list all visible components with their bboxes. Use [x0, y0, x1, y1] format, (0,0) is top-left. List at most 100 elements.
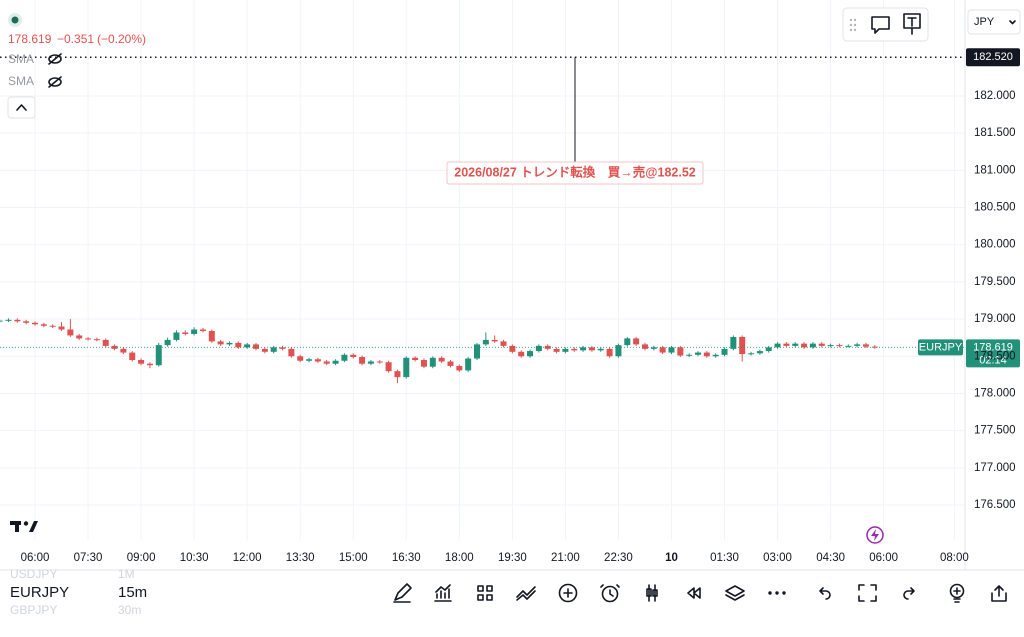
hide-icon[interactable]: [48, 76, 62, 88]
layers-icon[interactable]: [725, 585, 745, 601]
interval[interactable]: 30m: [118, 603, 141, 617]
currency: JPY: [974, 16, 995, 28]
candle-body: [491, 339, 498, 342]
candle-body: [23, 321, 30, 323]
candle-body: [58, 326, 65, 330]
candle-body: [217, 341, 224, 345]
x-tick-label: 03:00: [763, 552, 792, 564]
candle-body: [0, 320, 3, 322]
x-tick-label: 08:00: [940, 552, 969, 564]
candles: [0, 318, 878, 384]
candle-body: [40, 324, 47, 326]
currency-select[interactable]: [967, 9, 1021, 35]
candle-body: [606, 348, 613, 357]
candle-body: [641, 344, 648, 349]
indicator[interactable]: SMA: [8, 74, 34, 88]
indicator[interactable]: SMA: [8, 52, 34, 66]
candle-body: [261, 348, 268, 352]
layout-icon[interactable]: [477, 585, 493, 601]
y-tick-label: 181.500: [974, 127, 1016, 139]
candle-body: [385, 362, 392, 372]
candle-body: [164, 339, 171, 346]
x-tick-label: 10: [665, 552, 678, 564]
x-tick-label: 10:30: [180, 552, 209, 564]
symbol[interactable]: USDJPY: [10, 567, 57, 581]
quote: 178.619: [8, 32, 52, 46]
candle-body: [765, 347, 772, 352]
undo-icon[interactable]: [819, 587, 831, 600]
draw-icon[interactable]: [393, 583, 412, 603]
x-tick-label: 16:30: [392, 552, 421, 564]
candle-body: [686, 354, 693, 356]
candle-body: [323, 361, 330, 364]
comment-icon[interactable]: [871, 16, 890, 34]
y-tick-label: 181.000: [974, 164, 1016, 176]
candle-body: [429, 357, 436, 367]
y-tick-label: 177.500: [974, 425, 1016, 437]
x-tick-label: 01:30: [710, 552, 739, 564]
candle-body: [14, 319, 21, 322]
symbol[interactable]: EURJPY: [10, 584, 69, 601]
candle-body: [854, 344, 861, 346]
candle-body: [359, 357, 366, 364]
hide-icon[interactable]: [48, 53, 62, 65]
candle-body: [730, 336, 737, 349]
symbol[interactable]: GBPJPY: [10, 603, 57, 617]
candle-body: [862, 344, 869, 347]
candle-body: [633, 338, 640, 345]
hline-tag: [966, 48, 1020, 67]
more-icon[interactable]: [768, 591, 786, 595]
compare-icon[interactable]: [516, 586, 536, 601]
candle-body: [474, 344, 480, 359]
replay-icon[interactable]: [687, 587, 701, 599]
text-icon[interactable]: [903, 13, 921, 35]
x-tick-label: 09:00: [127, 552, 156, 564]
candle-body: [173, 332, 180, 340]
candle-body: [703, 352, 710, 357]
redo-icon[interactable]: [903, 587, 915, 600]
share-icon[interactable]: [991, 585, 1007, 602]
collapse-button[interactable]: [7, 96, 36, 119]
drag-handle[interactable]: [849, 18, 857, 32]
add-icon[interactable]: [558, 583, 578, 603]
idea-icon[interactable]: [949, 583, 965, 599]
interval[interactable]: 1M: [118, 567, 135, 581]
alert-icon[interactable]: [601, 585, 619, 603]
candle-body: [199, 329, 206, 331]
candle-body: [288, 348, 295, 357]
tool-icons: [393, 583, 1007, 603]
interval[interactable]: 15m: [118, 584, 147, 601]
candle-body: [412, 357, 419, 360]
candle-body: [465, 358, 472, 371]
x-tick-label: 13:30: [286, 552, 315, 564]
chart-type-icon[interactable]: [646, 584, 658, 602]
candle-body: [615, 345, 622, 357]
y-tick-label: 178.000: [974, 388, 1016, 400]
candle-body: [739, 336, 746, 355]
change: −0.351: [57, 32, 94, 46]
fullscreen-icon[interactable]: [858, 584, 877, 602]
grid: [0, 0, 965, 540]
candle-body: [155, 345, 162, 366]
candle-body: [456, 365, 463, 371]
candle-body: [836, 345, 843, 347]
candle-body: [208, 330, 215, 342]
x-tick-label: 21:00: [551, 552, 580, 564]
annotation-box[interactable]: [446, 161, 704, 185]
lightning-button[interactable]: [866, 526, 884, 544]
indicator-icon[interactable]: [434, 584, 452, 602]
candle-body: [182, 332, 189, 334]
candle-body: [93, 339, 100, 341]
y-tick-label: 177.000: [974, 462, 1016, 474]
candle-body: [306, 359, 313, 361]
candle-body: [102, 339, 109, 346]
candle-body: [129, 352, 136, 360]
candle-body: [350, 354, 357, 358]
candle-body: [597, 348, 604, 351]
x-tick-label: 12:00: [233, 552, 262, 564]
candle-body: [801, 343, 808, 348]
status-dot: [11, 16, 19, 24]
candle-body: [818, 343, 825, 346]
y-tick-label: 182.000: [974, 90, 1016, 102]
candle-body: [191, 329, 198, 334]
